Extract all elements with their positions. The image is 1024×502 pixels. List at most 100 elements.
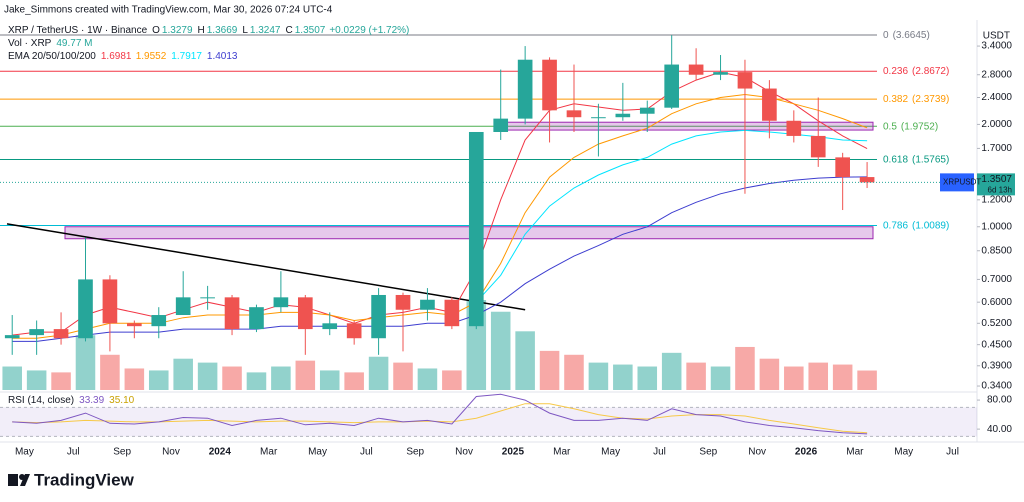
candle-body bbox=[151, 315, 167, 327]
volume-bar bbox=[784, 366, 804, 390]
candle-body bbox=[346, 323, 362, 339]
fib-label: 0.618 (1.5765) bbox=[883, 154, 949, 165]
candle-body bbox=[102, 279, 118, 324]
ohlc-value: 1.3247 bbox=[250, 25, 281, 36]
ema-value: 1.4013 bbox=[207, 51, 238, 62]
change: +0.0229 (+1.72%) bbox=[329, 25, 409, 36]
y-tick-label: 2.4000 bbox=[981, 92, 1012, 103]
fib-value: (1.5765) bbox=[912, 154, 949, 165]
ohlc-value: 1.3669 bbox=[207, 25, 238, 36]
x-tick-label: 2026 bbox=[795, 447, 818, 458]
candle-body bbox=[786, 120, 802, 136]
x-tick-label: Jul bbox=[360, 447, 373, 458]
y-tick-label: 0.8500 bbox=[981, 245, 1012, 256]
candle-body bbox=[615, 113, 631, 118]
candle-body bbox=[762, 88, 777, 121]
x-tick-label: Nov bbox=[748, 447, 766, 458]
volume-bar bbox=[539, 350, 560, 390]
fib-value: (1.0089) bbox=[912, 220, 949, 231]
volume-bar bbox=[637, 366, 658, 390]
x-tick-label: Sep bbox=[406, 447, 424, 458]
candle-body bbox=[591, 117, 606, 119]
x-tick-label: May bbox=[601, 447, 620, 458]
volume-bar bbox=[857, 370, 877, 390]
x-tick-label: Sep bbox=[113, 447, 131, 458]
fib-label: 0.382 (2.3739) bbox=[883, 94, 949, 105]
candle-body bbox=[542, 59, 557, 111]
candle-body bbox=[29, 329, 44, 336]
candle-body bbox=[249, 307, 264, 330]
logo-icon bbox=[20, 474, 30, 486]
symbol: XRP / TetherUS · 1W · Binance bbox=[8, 25, 148, 36]
x-tick-label: May bbox=[308, 447, 327, 458]
x-tick-label: May bbox=[15, 447, 34, 458]
price-tag-symbol: XRPUSDT bbox=[943, 177, 981, 186]
volume-bar bbox=[613, 364, 633, 390]
volume-bar bbox=[368, 356, 389, 390]
price-tag-price: 1.3507 bbox=[981, 174, 1012, 185]
candle-body bbox=[859, 177, 875, 183]
volume-bar bbox=[51, 372, 71, 390]
x-tick-label: Mar bbox=[553, 447, 571, 458]
candle-body bbox=[78, 279, 93, 339]
volume-bar bbox=[588, 362, 609, 390]
volume-bar bbox=[832, 364, 853, 390]
candle-body bbox=[224, 297, 240, 330]
y-tick-label: 1.7000 bbox=[981, 143, 1012, 154]
ohlc-key: L bbox=[242, 25, 248, 36]
rsi-line bbox=[12, 393, 868, 435]
x-tick-label: Jul bbox=[653, 447, 666, 458]
candle-body bbox=[835, 157, 850, 178]
candle-body bbox=[810, 135, 826, 158]
y-tick-label: 2.8000 bbox=[981, 69, 1012, 80]
y-axis-title: USDT bbox=[983, 31, 1010, 42]
volume-bar bbox=[735, 346, 755, 390]
candle-body bbox=[444, 299, 460, 327]
x-tick-label: Nov bbox=[455, 447, 473, 458]
x-tick-label: Mar bbox=[846, 447, 864, 458]
logo-icon bbox=[8, 474, 18, 486]
volume-bar bbox=[710, 366, 731, 390]
fib-level: 0.5 bbox=[883, 121, 897, 132]
volume-bar bbox=[75, 335, 96, 390]
volume-bar bbox=[808, 362, 829, 390]
ema-line bbox=[12, 176, 868, 342]
y-tick-label: 3.4000 bbox=[981, 41, 1012, 52]
candle-body bbox=[713, 72, 728, 75]
volume-bar bbox=[2, 366, 22, 390]
y-tick-label: 0.4500 bbox=[981, 339, 1012, 350]
volume-bar bbox=[222, 366, 242, 390]
x-tick-label: Jul bbox=[946, 447, 959, 458]
fib-value: (1.9752) bbox=[901, 121, 938, 132]
y-tick-label: 1.2000 bbox=[981, 194, 1012, 205]
candle-body bbox=[737, 72, 753, 89]
fib-value: (2.3739) bbox=[912, 94, 949, 105]
volume-name: Vol · XRP bbox=[8, 38, 52, 49]
candle-body bbox=[297, 297, 313, 330]
fib-label: 0 (3.6645) bbox=[883, 30, 930, 41]
volume-bar bbox=[271, 366, 291, 390]
rsi-title: RSI (14, close) bbox=[8, 395, 74, 406]
volume-legend: Vol · XRP 49.77 M bbox=[8, 38, 93, 49]
y-tick-label: 0.3900 bbox=[981, 360, 1012, 371]
volume-bar bbox=[417, 368, 438, 390]
x-tick-label: Nov bbox=[162, 447, 180, 458]
rsi-value: 33.39 bbox=[79, 395, 104, 406]
candle-body bbox=[639, 107, 655, 114]
ema-title: EMA 20/50/100/200 bbox=[8, 51, 96, 62]
fib-level: 0 bbox=[883, 30, 889, 41]
rsi-tick-label: 40.00 bbox=[987, 424, 1012, 435]
volume-bar bbox=[319, 370, 340, 390]
volume-bar bbox=[564, 354, 584, 390]
logo: TradingView bbox=[8, 470, 135, 489]
candle-body bbox=[493, 118, 509, 132]
symbol-legend: XRP / TetherUS · 1W · Binance O 1.3279 H 1.3… bbox=[8, 25, 409, 36]
price-tag-countdown: 6d 13h bbox=[988, 185, 1012, 194]
volume-bar bbox=[124, 368, 145, 390]
y-tick-label: 0.7000 bbox=[981, 274, 1012, 285]
volume-bar bbox=[686, 362, 706, 390]
fib-label: 0.786 (1.0089) bbox=[883, 220, 949, 231]
volume-bar bbox=[148, 370, 169, 390]
candle-body bbox=[322, 323, 338, 330]
